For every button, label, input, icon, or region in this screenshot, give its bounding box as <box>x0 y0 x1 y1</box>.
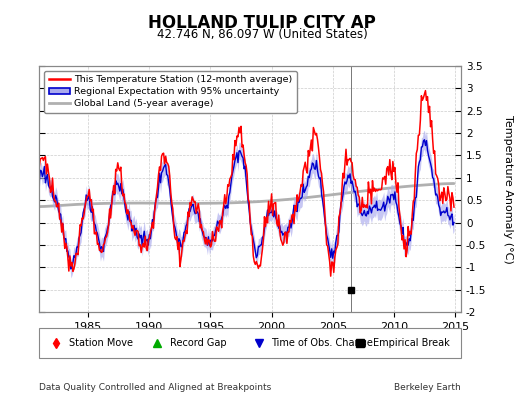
Text: Time of Obs. Change: Time of Obs. Change <box>271 338 373 348</box>
Text: Station Move: Station Move <box>69 338 133 348</box>
FancyBboxPatch shape <box>39 328 461 358</box>
Text: HOLLAND TULIP CITY AP: HOLLAND TULIP CITY AP <box>148 14 376 32</box>
Text: Empirical Break: Empirical Break <box>373 338 449 348</box>
Text: 42.746 N, 86.097 W (United States): 42.746 N, 86.097 W (United States) <box>157 28 367 41</box>
Y-axis label: Temperature Anomaly (°C): Temperature Anomaly (°C) <box>503 115 513 263</box>
Text: Data Quality Controlled and Aligned at Breakpoints: Data Quality Controlled and Aligned at B… <box>39 384 271 392</box>
Legend: This Temperature Station (12-month average), Regional Expectation with 95% uncer: This Temperature Station (12-month avera… <box>44 71 297 113</box>
Text: Berkeley Earth: Berkeley Earth <box>395 384 461 392</box>
Text: Record Gap: Record Gap <box>170 338 227 348</box>
